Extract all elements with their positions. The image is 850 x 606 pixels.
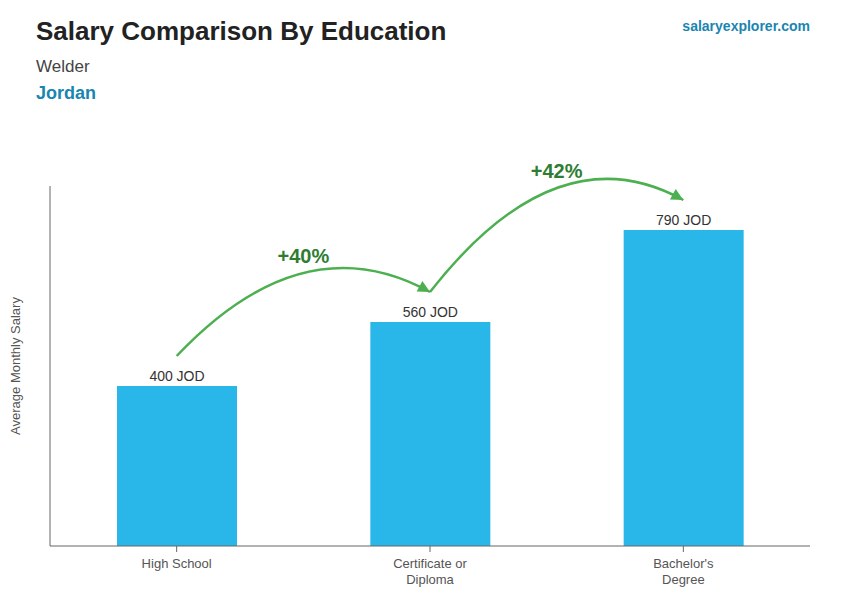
html-text:Welder: Welder [36, 57, 90, 76]
svg-text:560 JOD: 560 JOD [403, 304, 458, 320]
svg-text:+42%: +42% [531, 160, 583, 182]
svg-text:400 JOD: 400 JOD [149, 368, 204, 384]
svg-text:790 JOD: 790 JOD [656, 212, 711, 228]
svg-text:+40%: +40% [277, 245, 329, 267]
html-text:salaryexplorer.com: salaryexplorer.com [682, 18, 810, 34]
svg-text:Average Monthly Salary: Average Monthly Salary [8, 297, 23, 435]
svg-text:High School: High School [142, 556, 212, 571]
html-text:Salary Comparison By Education: Salary Comparison By Education [36, 16, 447, 46]
svg-text:Bachelor'sDegree: Bachelor'sDegree [653, 556, 714, 587]
svg-text:Certificate orDiploma: Certificate orDiploma [393, 556, 467, 587]
html-text:Jordan: Jordan [36, 83, 96, 103]
